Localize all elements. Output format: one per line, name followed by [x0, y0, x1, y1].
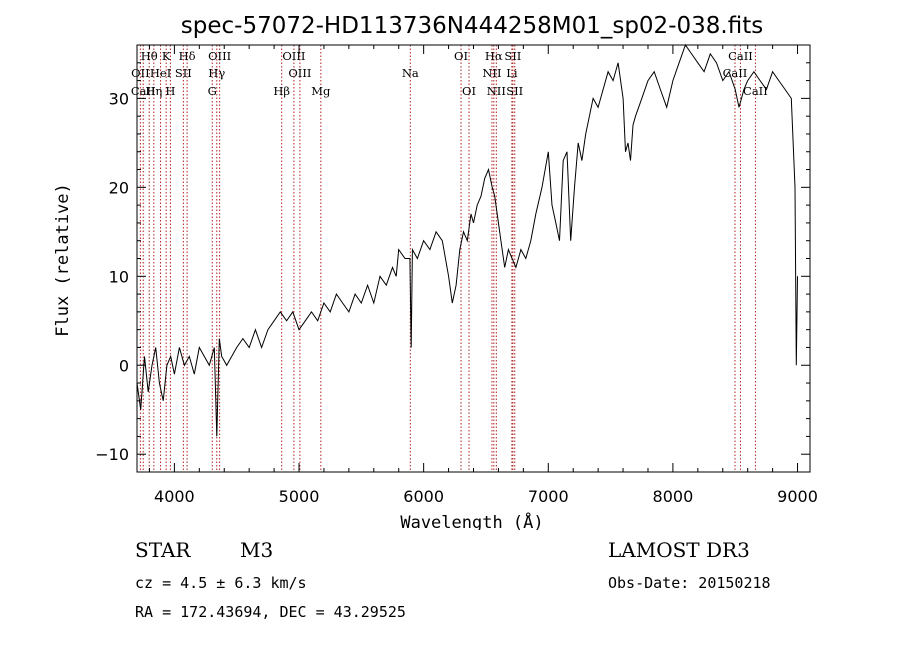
spectral-line-label: OI	[454, 49, 468, 63]
spectral-line-label: CaII	[723, 66, 748, 80]
spectral-line-label: NII	[482, 66, 501, 80]
spectral-line-label: Hδ	[179, 49, 196, 63]
x-tick-label: 5000	[279, 487, 320, 506]
spectral-line-label: Hγ	[208, 66, 225, 80]
x-axis: 4000 5000 6000 7000 8000 9000	[148, 45, 818, 506]
y-tick-label: 20	[109, 178, 129, 197]
object-class: STAR	[135, 538, 191, 562]
plot-frame	[136, 44, 811, 473]
y-axis-label: Flux (relative)	[53, 183, 73, 337]
survey-name: LAMOST DR3	[608, 538, 750, 562]
spectral-line-label: Mg	[311, 84, 331, 98]
spectrum-chart: spec-57072-HD113736N444258M01_sp02-038.f…	[53, 13, 818, 530]
y-axis: −10 0 10 20 30	[95, 44, 810, 473]
x-tick-label: 9000	[777, 487, 818, 506]
spectral-line-label: SII	[175, 66, 192, 80]
sky-coordinates: RA = 172.43694, DEC = 43.29525	[135, 603, 406, 621]
spectral-line-label: CaII	[728, 49, 753, 63]
spectral-line-label: OIII	[288, 66, 311, 80]
spectral-line-label: OIII	[208, 49, 231, 63]
spectral-line-label: H	[165, 84, 175, 98]
x-tick-label: 6000	[403, 487, 444, 506]
spectral-line-label: Hθ	[141, 49, 158, 63]
spectral-line-label: Li	[506, 66, 518, 80]
spectral-line-label: Hβ	[273, 84, 290, 98]
spectral-line-label: SII	[506, 84, 523, 98]
redshift-velocity: cz = 4.5 ± 6.3 km/s	[135, 574, 307, 592]
spectral-line-markers	[139, 45, 756, 472]
spectral-line-label: OI	[462, 84, 476, 98]
spectral-line-label: Hη	[145, 84, 162, 98]
x-tick-label: 7000	[528, 487, 569, 506]
spectral-line-label: CaII	[743, 84, 768, 98]
y-tick-label: 0	[119, 356, 129, 375]
spectral-line-label: HeI	[150, 66, 171, 80]
x-tick-label: 8000	[653, 487, 694, 506]
observation-date: Obs-Date: 20150218	[608, 574, 771, 592]
spectrum-series-line	[136, 43, 798, 437]
spectral-line-label: Na	[402, 66, 419, 80]
spectral-line-label: Hα	[485, 49, 503, 63]
chart-title: spec-57072-HD113736N444258M01_sp02-038.f…	[181, 13, 763, 39]
x-tick-label: 4000	[154, 487, 195, 506]
y-tick-label: 30	[109, 89, 129, 108]
spectral-line-label: OII	[131, 66, 150, 80]
y-tick-label: −10	[95, 445, 129, 464]
y-tick-label: 10	[109, 267, 129, 286]
x-axis-label: Wavelength (Å)	[400, 511, 543, 530]
spectral-line-label: G	[208, 84, 217, 98]
spectral-line-label: OIII	[282, 49, 305, 63]
spectral-line-label: NII	[487, 84, 506, 98]
spectral-line-label: K	[162, 49, 171, 63]
spectral-line-label: SII	[504, 49, 521, 63]
object-subclass: M3	[240, 538, 274, 562]
